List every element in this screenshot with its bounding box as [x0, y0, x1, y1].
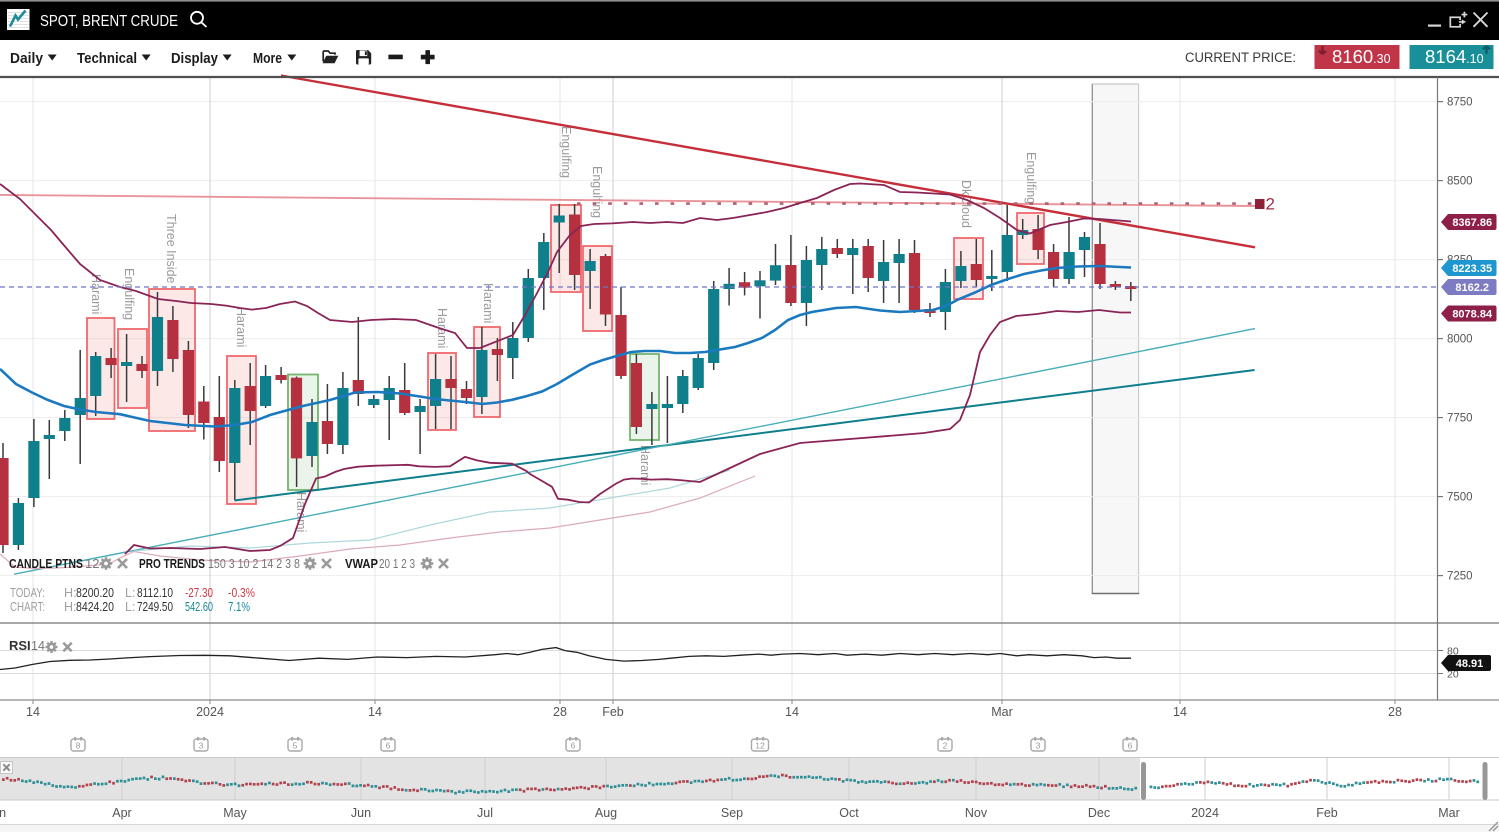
- svg-text:Engulfing: Engulfing: [1024, 152, 1038, 204]
- svg-text:-0.3%: -0.3%: [228, 586, 255, 600]
- svg-text:Harami: Harami: [294, 492, 308, 532]
- svg-text:Technical: Technical: [77, 50, 137, 67]
- svg-text:14: 14: [26, 705, 40, 719]
- svg-text:Nov: Nov: [965, 806, 988, 820]
- svg-text:Three Inside: Three Inside: [164, 214, 178, 284]
- svg-text:Display: Display: [171, 50, 219, 67]
- svg-text:Engulfing: Engulfing: [559, 126, 573, 178]
- svg-text:28: 28: [1388, 705, 1402, 719]
- svg-text:2024: 2024: [196, 705, 224, 719]
- svg-text:H:: H:: [64, 586, 77, 600]
- svg-text:12: 12: [755, 741, 765, 751]
- svg-text:PRO TRENDS: PRO TRENDS: [139, 556, 205, 571]
- svg-text:CANDLE PTNS: CANDLE PTNS: [9, 556, 83, 571]
- svg-text:CURRENT PRICE:: CURRENT PRICE:: [1185, 50, 1296, 65]
- svg-text:Daily: Daily: [10, 50, 44, 67]
- svg-text:May: May: [223, 806, 247, 820]
- svg-text:7750: 7750: [1447, 413, 1473, 425]
- svg-text:RSI: RSI: [9, 638, 31, 653]
- svg-text:8: 8: [76, 741, 81, 751]
- svg-text:SPOT, BRENT CRUDE: SPOT, BRENT CRUDE: [40, 13, 178, 30]
- svg-text:Oct: Oct: [839, 806, 859, 820]
- svg-text:7250: 7250: [1447, 571, 1473, 583]
- svg-text:6: 6: [571, 741, 576, 751]
- svg-text:14: 14: [368, 705, 382, 719]
- svg-text:8162.2: 8162.2: [1455, 282, 1489, 294]
- svg-text:2024: 2024: [1191, 806, 1219, 820]
- svg-text:8424.20: 8424.20: [76, 600, 114, 614]
- svg-text:8078.84: 8078.84: [1452, 309, 1493, 321]
- svg-text:Engulfing: Engulfing: [590, 166, 604, 218]
- svg-text:150 3 10 2 14 2 3 8: 150 3 10 2 14 2 3 8: [208, 557, 300, 571]
- svg-text:7249.50: 7249.50: [137, 600, 173, 614]
- svg-text:542.60: 542.60: [185, 600, 213, 614]
- svg-text:Jan: Jan: [0, 806, 6, 820]
- svg-text:8160.30: 8160.30: [1332, 46, 1391, 67]
- svg-text:Harami: Harami: [638, 445, 652, 485]
- svg-text:8112.10: 8112.10: [137, 586, 173, 600]
- svg-text:Feb: Feb: [1316, 806, 1338, 820]
- svg-text:8000: 8000: [1447, 334, 1473, 346]
- svg-text:Aug: Aug: [595, 806, 617, 820]
- svg-text:48.91: 48.91: [1456, 658, 1484, 670]
- svg-text:Harami: Harami: [481, 283, 495, 323]
- svg-text:20: 20: [1447, 669, 1459, 681]
- svg-text:7.1%: 7.1%: [228, 600, 250, 614]
- svg-text:20 1 2 3: 20 1 2 3: [379, 557, 415, 571]
- svg-text:8164.10: 8164.10: [1425, 46, 1484, 67]
- svg-text:VWAP: VWAP: [345, 556, 378, 571]
- svg-text:L:: L:: [125, 586, 135, 600]
- svg-text:7500: 7500: [1447, 492, 1473, 504]
- svg-text:Harami: Harami: [89, 274, 103, 314]
- svg-text:Harami: Harami: [234, 307, 248, 347]
- svg-text:8367.86: 8367.86: [1452, 217, 1492, 229]
- svg-text:14: 14: [785, 705, 799, 719]
- svg-text:28: 28: [553, 705, 567, 719]
- svg-text:CHART:: CHART:: [10, 600, 45, 614]
- svg-text:5: 5: [293, 741, 298, 751]
- svg-text:8223.35: 8223.35: [1452, 263, 1492, 275]
- svg-text:TODAY:: TODAY:: [10, 586, 45, 600]
- svg-text:8500: 8500: [1447, 176, 1473, 188]
- svg-text:8200.20: 8200.20: [76, 586, 114, 600]
- svg-text:Dec: Dec: [1088, 806, 1110, 820]
- svg-text:Apr: Apr: [112, 806, 131, 820]
- svg-text:3: 3: [199, 741, 204, 751]
- svg-text:2: 2: [943, 741, 948, 751]
- svg-text:Mar: Mar: [991, 705, 1013, 719]
- svg-text:14: 14: [31, 639, 45, 653]
- svg-text:Jun: Jun: [351, 806, 371, 820]
- svg-text:80: 80: [1447, 646, 1459, 658]
- svg-text:H:: H:: [64, 600, 77, 614]
- svg-text:6: 6: [386, 741, 391, 751]
- svg-text:8750: 8750: [1447, 97, 1473, 109]
- svg-text:6: 6: [1128, 741, 1133, 751]
- svg-text:2: 2: [1266, 195, 1275, 214]
- svg-text:Feb: Feb: [602, 705, 624, 719]
- svg-text:12: 12: [85, 556, 99, 571]
- svg-text:-27.30: -27.30: [185, 586, 213, 600]
- svg-text:Jul: Jul: [477, 806, 493, 820]
- svg-text:Sep: Sep: [721, 806, 743, 820]
- svg-text:Engulfing: Engulfing: [122, 268, 136, 320]
- svg-text:14: 14: [1173, 705, 1187, 719]
- svg-text:L:: L:: [125, 600, 135, 614]
- svg-text:3: 3: [1036, 741, 1041, 751]
- svg-text:Mar: Mar: [1438, 806, 1460, 820]
- svg-text:More: More: [253, 50, 282, 67]
